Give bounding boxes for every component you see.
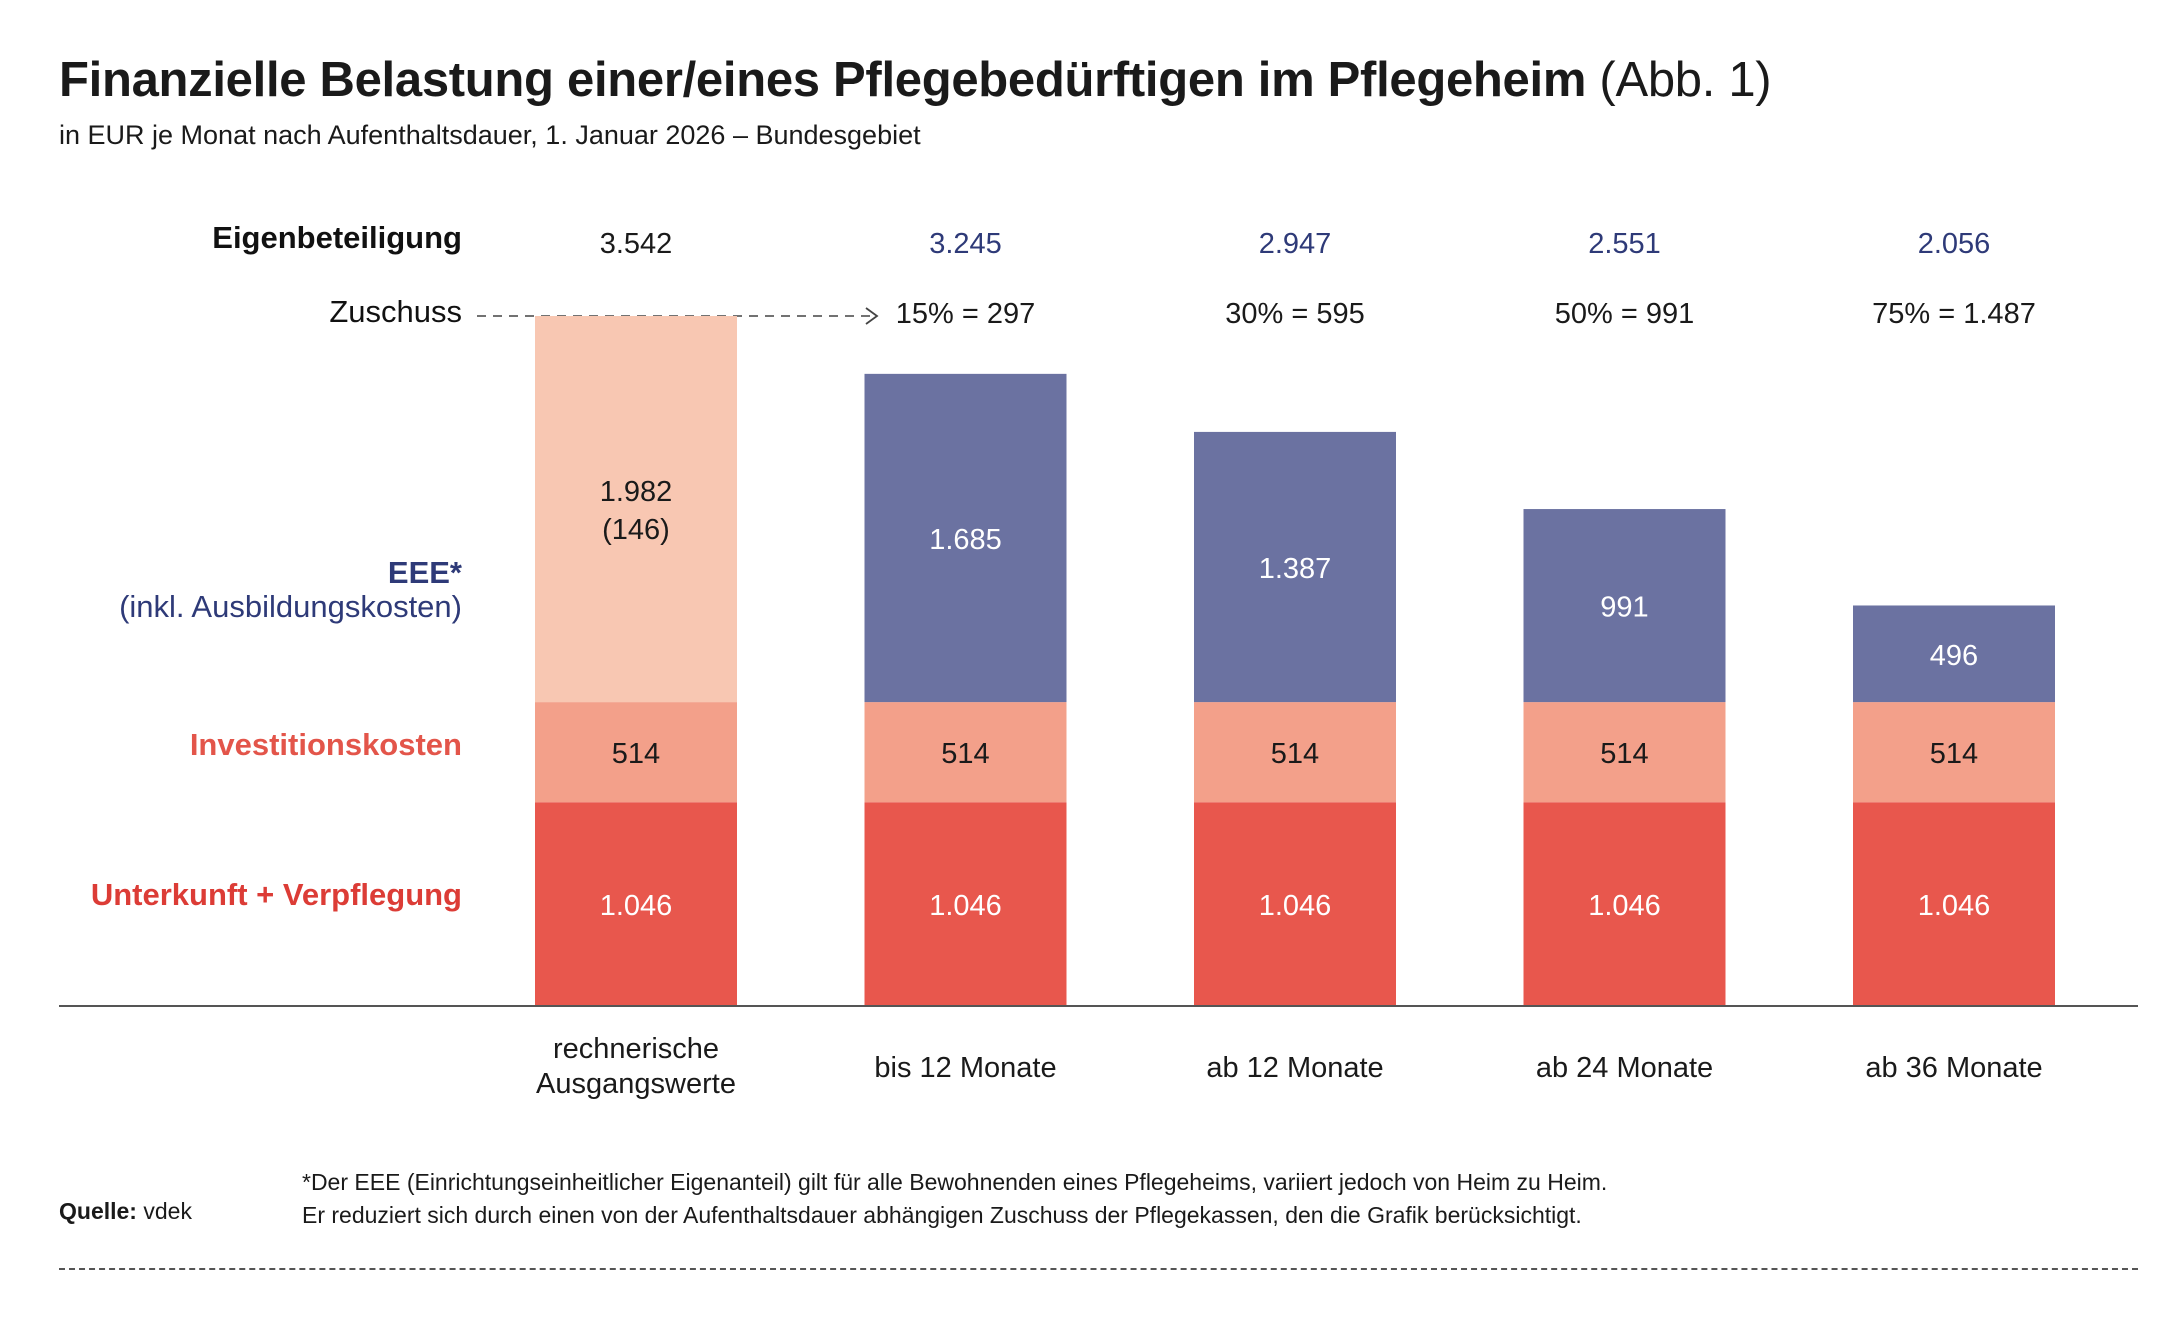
labels-group: 1.046 514 1.982 (146) 3.542 rechnerischeAusga… [536, 228, 2043, 1100]
bars-group [535, 316, 2055, 1006]
value-label-investitionskosten: 514 [941, 738, 989, 770]
bar-unterkunft [1523, 802, 1726, 1006]
category-label: ab 12 Monate [1206, 1052, 1383, 1084]
eigenbeteiligung-value: 2.551 [1588, 228, 1661, 260]
category-label: Ausgangswerte [536, 1068, 736, 1100]
bar-unterkunft [1194, 802, 1396, 1006]
value-label-unterkunft: 1.046 [600, 890, 673, 922]
eigenbeteiligung-value: 2.056 [1918, 228, 1991, 260]
zuschuss-label: Zuschuss [329, 294, 462, 329]
bar-investitionskosten [1194, 702, 1396, 803]
value-label-eee: 991 [1600, 592, 1648, 624]
bar-unterkunft [864, 802, 1067, 1006]
chart-title: Finanzielle Belastung einer/eines Pflege… [59, 52, 1772, 108]
zuschuss-value: 30% = 595 [1225, 298, 1364, 330]
bar-eee [535, 316, 737, 703]
value-label-investitionskosten: 514 [1930, 738, 1978, 770]
legend-unterkunft: Unterkunft + Verpflegung [91, 877, 462, 912]
bottom-dashed-rule [59, 1268, 2138, 1270]
bar-investitionskosten [1523, 702, 1726, 803]
bar-eee [1523, 509, 1726, 703]
bar-eee [1853, 605, 2055, 703]
value-label-eee: 1.387 [1259, 553, 1332, 585]
footnote-line-2: Er reduziert sich durch einen von der Au… [302, 1202, 1582, 1228]
footnote: *Der EEE (Einrichtungseinheitlicher Eige… [302, 1166, 1607, 1232]
bar-investitionskosten [1853, 702, 2055, 803]
value-label-eee-extra: (146) [602, 514, 670, 546]
value-label-investitionskosten: 514 [612, 738, 660, 770]
chart-title-text: Finanzielle Belastung einer/eines Pflege… [59, 53, 1587, 107]
legend-eee-subtitle: (inkl. Ausbildungskosten) [119, 589, 462, 624]
footnote-line-1: *Der EEE (Einrichtungseinheitlicher Eige… [302, 1169, 1608, 1195]
value-label-eee: 496 [1930, 640, 1978, 672]
zuschuss-arrow-head [865, 307, 879, 325]
bar-eee [864, 373, 1067, 703]
category-label: ab 24 Monate [1536, 1052, 1713, 1084]
bar-investitionskosten [864, 702, 1067, 803]
category-label: bis 12 Monate [874, 1052, 1056, 1084]
eigenbeteiligung-value: 2.947 [1259, 228, 1332, 260]
eigenbeteiligung-label: Eigenbeteiligung [212, 220, 462, 255]
value-label-unterkunft: 1.046 [929, 890, 1002, 922]
chart-subtitle: in EUR je Monat nach Aufenthaltsdauer, 1… [59, 120, 921, 150]
bar-investitionskosten [535, 702, 737, 803]
source-label: Quelle: [59, 1198, 137, 1224]
value-label-unterkunft: 1.046 [1918, 890, 1991, 922]
value-label-unterkunft: 1.046 [1588, 890, 1661, 922]
figure-ref: (Abb. 1) [1599, 53, 1772, 107]
source-value: vdek [143, 1198, 192, 1224]
bar-unterkunft [1853, 802, 2055, 1006]
legend-eee-title: EEE* [388, 555, 463, 590]
zuschuss-value: 75% = 1.487 [1872, 298, 2036, 330]
zuschuss-value: 15% = 297 [896, 298, 1035, 330]
bar-unterkunft [535, 802, 737, 1006]
eigenbeteiligung-value: 3.245 [929, 228, 1002, 260]
category-label: ab 36 Monate [1865, 1052, 2042, 1084]
value-label-unterkunft: 1.046 [1259, 890, 1332, 922]
stacked-bar-chart: Eigenbeteiligung Zuschuss EEE* (inkl. Au… [59, 220, 2138, 1100]
legend-investitionskosten: Investitionskosten [190, 727, 462, 762]
value-label-eee: 1.685 [929, 524, 1002, 556]
eigenbeteiligung-value: 3.542 [600, 228, 673, 260]
bar-eee [1194, 431, 1396, 703]
value-label-eee: 1.982 [600, 476, 673, 508]
value-label-investitionskosten: 514 [1600, 738, 1648, 770]
category-label: rechnerische [553, 1033, 719, 1065]
source-note: Quelle: vdek [59, 1198, 192, 1225]
zuschuss-value: 50% = 991 [1555, 298, 1694, 330]
value-label-investitionskosten: 514 [1271, 738, 1319, 770]
